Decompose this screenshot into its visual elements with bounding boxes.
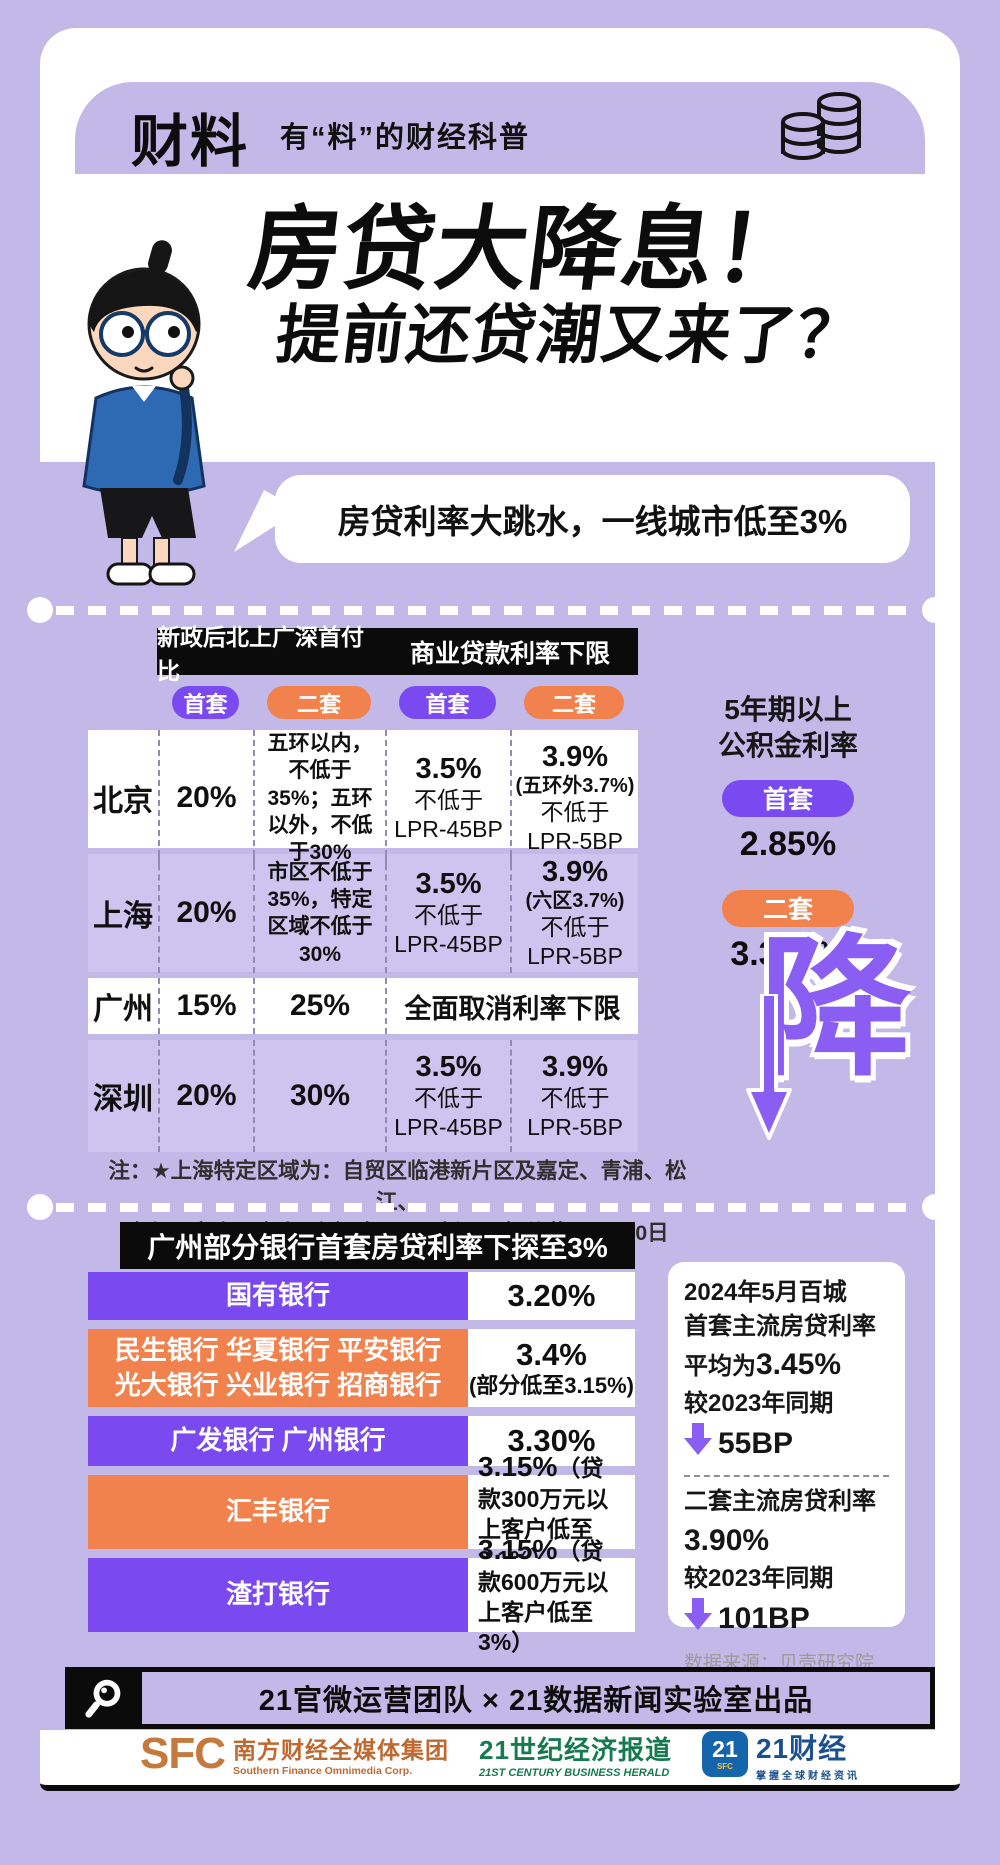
commercial-second-cell: 3.9% 不低于 LPR-5BP — [510, 1040, 638, 1152]
sfc-mark: SFC — [140, 1729, 226, 1778]
perforation-divider — [56, 1203, 919, 1212]
dp-first-value: 20% — [158, 854, 253, 973]
table-row-guangzhou: 广州 15% 25% 全面取消利率下限 — [88, 978, 638, 1034]
bank-name-cell: 渣打银行 — [88, 1558, 468, 1632]
publisher-logos: SFC 南方财经全媒体集团 Southern Finance Omnimedia… — [40, 1727, 960, 1782]
perforation-divider — [56, 606, 919, 615]
pill-second-home: 二套 — [267, 686, 371, 719]
commercial-table-header: 商业贷款利率下限 — [382, 628, 638, 675]
commercial-first-cell: 3.5% 不低于 LPR-45BP — [385, 730, 510, 867]
bank-row-joint-stock: 民生银行 华夏银行 平安银行 光大银行 兴业银行 招商银行 3.4% (部分低至… — [88, 1329, 635, 1407]
perforation-notch — [922, 1194, 948, 1220]
credit-banner: 21官微运营团队 × 21数据新闻实验室出品 — [65, 1667, 935, 1729]
city-label: 广州 — [93, 993, 153, 1026]
city-label: 深圳 — [93, 1083, 153, 1116]
commercial-second-cell: 3.9% (五环外3.7%) 不低于 LPR-5BP — [510, 730, 638, 867]
bank-name-cell: 民生银行 华夏银行 平安银行 光大银行 兴业银行 招商银行 — [88, 1329, 468, 1407]
brand-logo: 财料 — [131, 110, 249, 174]
commercial-second-cell: 3.9% (六区3.7%) 不低于 LPR-5BP — [510, 854, 638, 973]
bank-rate-cell: 3.30% — [468, 1416, 635, 1466]
pill-first-home: 首套 — [172, 686, 239, 719]
pill-second-home: 二套 — [524, 686, 624, 719]
downpayment-table-header: 新政后北上广深首付比 — [157, 624, 383, 684]
poster-card: 财料 有“料”的财经科普 — [27, 28, 960, 1791]
provident-second-pill: 二套 — [722, 889, 854, 927]
drop-arrow-icon — [746, 992, 792, 1145]
magnifier-icon — [70, 1672, 142, 1724]
bank-row-standard-chartered: 渣打银行 3.15%（贷款600万元以上客户低至3%） — [88, 1534, 635, 1655]
coin-stack-icon — [771, 88, 867, 173]
dp-second-value: 25% — [253, 978, 385, 1034]
brand-tagline: 有“料”的财经科普 — [280, 122, 531, 154]
bank-rate-cell: 3.15%（贷款600万元以上客户低至3%） — [468, 1534, 635, 1655]
credit-text: 21官微运营团队 × 21数据新闻实验室出品 — [142, 1672, 930, 1724]
thinking-boy-illustration — [66, 236, 216, 593]
dp-first-value: 15% — [158, 978, 253, 1034]
bank-rate-table: 国有银行 3.20% 民生银行 华夏银行 平安银行 光大银行 兴业银行 招商银行… — [88, 1272, 635, 1655]
header-band: 财料 有“料”的财经科普 — [75, 82, 925, 174]
tf-logo: 21 SFC 21财经 掌握全球财经资讯 — [701, 1727, 860, 1782]
dp-first-value: 20% — [158, 1040, 253, 1152]
city-rate-table: 北京 20% 五环以内，不低于35%；五环以外，不低于30% 3.5% 不低于 … — [88, 730, 638, 1158]
perforation-notch — [27, 1194, 53, 1220]
table-row-shenzhen: 深圳 20% 30% 3.5% 不低于 LPR-45BP 3.9% 不低于 LP… — [88, 1040, 638, 1152]
bank-name-cell: 广发银行 广州银行 — [88, 1416, 468, 1466]
market-stats-panel: 2024年5月百城 首套主流房贷利率 平均为3.45% 较2023年同期 55B… — [668, 1262, 905, 1674]
speech-bubble: 房贷利率大跳水，一线城市低至3% — [275, 475, 910, 563]
city-label: 上海 — [93, 900, 153, 934]
herald-logo: 21世纪经济报道 21ST CENTURY BUSINESS HERALD — [479, 1734, 672, 1779]
bank-row-hsbc: 汇丰银行 3.15%（贷款300万元以上客户低至3.1%） — [88, 1451, 635, 1572]
table-row-shanghai: 上海 20% 市区不低于35%，特定区域不低于30% 3.5% 不低于 LPR-… — [88, 854, 638, 973]
table-row-beijing: 北京 20% 五环以内，不低于35%；五环以外，不低于30% 3.5% 不低于 … — [88, 730, 638, 867]
commercial-first-cell: 3.5% 不低于 LPR-45BP — [385, 1040, 510, 1152]
bank-rate-cell: 3.20% — [468, 1272, 635, 1320]
commercial-merged-cell: 全面取消利率下限 — [385, 978, 638, 1034]
bank-row-state-owned: 国有银行 3.20% — [88, 1272, 635, 1320]
down-arrow-icon — [684, 1423, 712, 1465]
sfc-logo: SFC 南方财经全媒体集团 Southern Finance Omnimedia… — [140, 1729, 450, 1778]
dp-first-value: 20% — [158, 730, 253, 867]
commercial-first-cell: 3.5% 不低于 LPR-45BP — [385, 854, 510, 973]
speech-bubble-text: 房贷利率大跳水，一线城市低至3% — [337, 503, 848, 540]
pill-first-home: 首套 — [399, 686, 496, 719]
perforation-notch — [27, 597, 53, 623]
provident-first-pill: 首套 — [722, 779, 854, 817]
stats-divider — [684, 1475, 889, 1478]
bank-row-gf-gz: 广发银行 广州银行 3.30% — [88, 1416, 635, 1466]
tf-badge-icon: 21 SFC — [701, 1731, 748, 1777]
dp-second-value: 五环以内，不低于35%；五环以外，不低于30% — [253, 730, 385, 867]
provident-title: 5年期以上 公积金利率 — [717, 694, 858, 762]
bank-name-cell: 汇丰银行 — [88, 1475, 468, 1549]
perforation-notch — [922, 597, 948, 623]
table-pills-row: 首套 二套 首套 二套 — [88, 686, 638, 719]
provident-first-rate: 2.85% — [739, 824, 837, 863]
drop-character: 降 — [759, 924, 912, 1094]
dp-second-value: 30% — [253, 1040, 385, 1152]
bank-name-cell: 国有银行 — [88, 1272, 468, 1320]
bank-section-header: 广州部分银行首套房贷利率下探至3% — [120, 1222, 635, 1269]
dp-second-value: 市区不低于35%，特定区域不低于30% — [253, 854, 385, 973]
city-label: 北京 — [93, 785, 153, 819]
down-arrow-icon — [684, 1598, 712, 1640]
provident-fund-panel: 5年期以上 公积金利率 首套 2.85% 二套 3.325% — [652, 692, 924, 974]
provident-second-rate: 3.325% — [730, 934, 846, 973]
bank-rate-cell: 3.4% (部分低至3.15%) — [468, 1329, 635, 1407]
